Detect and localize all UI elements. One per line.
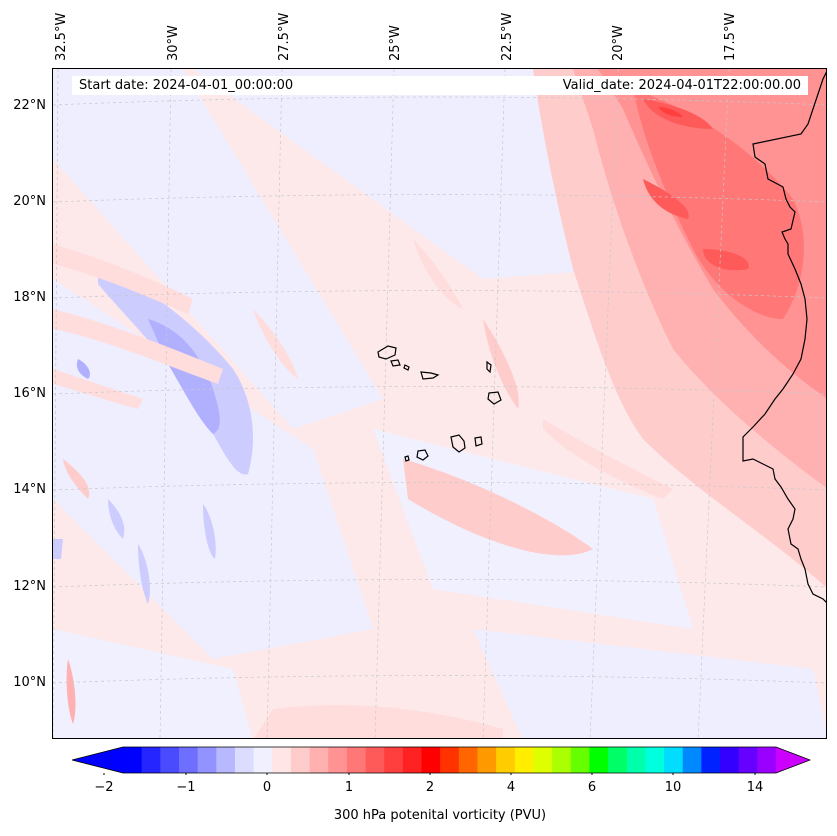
colorbar-segment — [178, 747, 199, 773]
colorbar-segment — [514, 747, 534, 773]
lat-label: 12°N — [13, 579, 46, 594]
colorbar-tick-label: 0 — [262, 780, 272, 795]
colorbar-tick-label: 1 — [344, 780, 354, 795]
colorbar-segment — [664, 747, 684, 773]
colorbar-segment — [552, 747, 572, 773]
colorbar-under-arrow — [72, 747, 123, 773]
lat-label: 22°N — [13, 98, 46, 113]
pv-negative-bands — [53, 69, 826, 738]
colorbar-segment — [757, 747, 777, 773]
colorbar-segment — [682, 747, 702, 773]
lat-label: 16°N — [13, 386, 46, 401]
colorbar-tick-label: 4 — [506, 780, 516, 795]
colorbar-segment — [421, 747, 441, 773]
lon-label: 27.5°W — [277, 12, 292, 61]
colorbar-segment — [384, 747, 404, 773]
colorbar-outline — [71, 746, 812, 774]
colorbar-segment — [309, 747, 329, 773]
lon-label: 22.5°W — [500, 12, 515, 61]
colorbar-segment — [458, 747, 478, 773]
colorbar-segment — [570, 747, 590, 773]
lat-label: 10°N — [13, 675, 46, 690]
african-coastline — [742, 71, 826, 603]
pv-contour-map — [53, 69, 826, 738]
colorbar-segment — [160, 747, 180, 773]
colorbar-tick-label: 2 — [425, 780, 435, 795]
colorbar-segment — [738, 747, 758, 773]
colorbar-over-arrow — [776, 747, 810, 773]
lon-label: 25°W — [388, 25, 403, 61]
colorbar-segment — [645, 747, 665, 773]
colorbar-segment — [234, 747, 255, 773]
colorbar-tick-label: 14 — [746, 780, 764, 795]
colorbar-tick-label: 6 — [587, 780, 597, 795]
lon-label: 20°W — [611, 25, 626, 61]
lat-label: 18°N — [13, 290, 46, 305]
lon-label: 17.5°W — [723, 12, 738, 61]
colorbar-tick-label: −1 — [176, 780, 196, 795]
colorbar — [71, 746, 812, 775]
colorbar-tick-label: −2 — [94, 780, 114, 795]
colorbar-segment — [253, 747, 273, 773]
colorbar-segment — [533, 747, 553, 773]
colorbar-segment — [402, 747, 423, 773]
colorbar-segment — [496, 747, 516, 773]
colorbar-segment — [197, 747, 217, 773]
colorbar-tick-label: 10 — [664, 780, 682, 795]
colorbar-segment — [123, 747, 143, 773]
pv-positive-stripes — [53, 239, 673, 738]
start-date-text: Start date: 2024-04-01_00:00:00 — [79, 78, 294, 93]
lat-label: 20°N — [13, 194, 46, 209]
valid-date-text: Valid_date: 2024-04-01T22:00:00.00 — [562, 78, 801, 93]
colorbar-segment — [365, 747, 385, 773]
colorbar-segment — [328, 747, 348, 773]
colorbar-segment — [701, 747, 721, 773]
graticule — [53, 69, 826, 738]
lon-label: 32.5°W — [54, 12, 69, 61]
colorbar-segment — [272, 747, 292, 773]
colorbar-segment — [216, 747, 236, 773]
colorbar-segment — [589, 747, 609, 773]
colorbar-label: 300 hPa potenital vorticity (PVU) — [333, 808, 547, 823]
colorbar-segment — [608, 747, 628, 773]
cape-verde-islands — [377, 345, 502, 462]
lon-label: 30°W — [166, 25, 181, 61]
colorbar-segment — [346, 747, 367, 773]
date-info-bar: Start date: 2024-04-01_00:00:00 Valid_da… — [72, 76, 808, 95]
colorbar-segment — [290, 747, 311, 773]
colorbar-segment — [720, 747, 740, 773]
map-panel — [52, 68, 827, 739]
colorbar-segment — [440, 747, 460, 773]
colorbar-segment — [626, 747, 646, 773]
pv-high-region — [533, 69, 826, 588]
colorbar-segment — [477, 747, 497, 773]
colorbar-segment — [141, 747, 161, 773]
lat-label: 14°N — [13, 482, 46, 497]
